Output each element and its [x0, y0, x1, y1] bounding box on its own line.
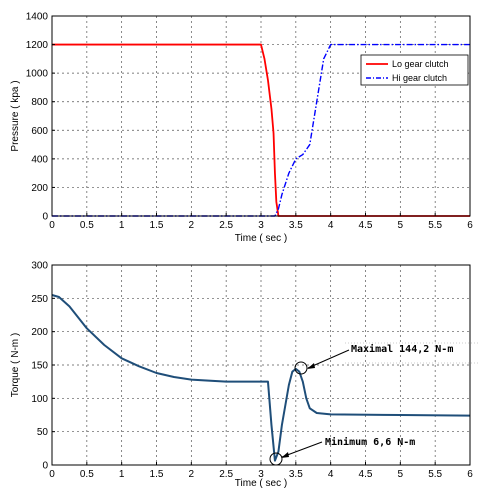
pressure-ytick-label: 800 [31, 97, 48, 108]
pressure-xlabel: Time ( sec ) [235, 233, 287, 244]
legend-label-hi-gear: Hi gear clutch [392, 73, 447, 83]
min-marker-circle [269, 452, 283, 466]
torque-xtick-label: 1.5 [150, 469, 164, 480]
torque-ytick-label: 50 [37, 427, 49, 438]
torque-xtick-label: 4 [328, 469, 334, 480]
torque-ytick-label: 300 [31, 261, 48, 272]
torque-xlabel: Time ( sec ) [235, 478, 287, 489]
pressure-xtick-label: 5.5 [428, 220, 442, 231]
pressure-chart: 0 0.5 1 1.5 2 2.5 3 3.5 4 4.5 5 5.5 6 0 200 400 600 800 10… [10, 12, 473, 245]
torque-ytick-label: 100 [31, 394, 48, 405]
torque-xtick-label: 5 [398, 469, 404, 480]
torque-ylabel: Torque ( N-m ) [10, 333, 21, 397]
max-arrowhead [307, 363, 315, 369]
min-arrow [281, 441, 323, 458]
torque-xtick-label: 2 [189, 469, 195, 480]
torque-xtick-label: 3.5 [289, 469, 303, 480]
pressure-ytick-label: 200 [31, 183, 48, 194]
torque-series-line-0 [51, 294, 471, 462]
torque-ytick-label: 200 [31, 327, 48, 338]
min-arrowhead [281, 452, 289, 458]
legend-label-lo-gear: Lo gear clutch [392, 59, 449, 69]
min-annotation: Minimum 6,6 N-m [325, 436, 415, 448]
max-marker-circle [294, 361, 308, 375]
pressure-xtick-label: 2 [189, 220, 195, 231]
pressure-ytick-label: 1400 [26, 12, 49, 23]
pressure-ylabel: Pressure ( kpa ) [10, 80, 21, 151]
torque-ytick-label: 250 [31, 294, 48, 305]
torque-xtick-label: 0 [49, 469, 55, 480]
torque-xtick-label: 1 [119, 469, 125, 480]
max-arrow [307, 349, 350, 369]
pressure-xtick-label: 6 [467, 220, 473, 231]
pressure-ytick-label: 400 [31, 154, 48, 165]
pressure-xtick-label: 3.5 [289, 220, 303, 231]
pressure-xtick-label: 3 [258, 220, 264, 231]
pressure-series-line-1 [52, 43, 470, 217]
pressure-xtick-label: 4.5 [359, 220, 373, 231]
pressure-ytick-label: 0 [42, 212, 48, 223]
torque-xtick-label: 4.5 [359, 469, 373, 480]
torque-xtick-label: 2.5 [219, 469, 233, 480]
pressure-xtick-label: 4 [328, 220, 334, 231]
torque-xtick-label: 3 [258, 469, 264, 480]
pressure-xtick-label: 5 [398, 220, 404, 231]
pressure-ytick-label: 1000 [26, 69, 49, 80]
pressure-xtick-label: 1 [119, 220, 125, 231]
pressure-xtick-label: 0.5 [80, 220, 94, 231]
pressure-ytick-label: 1200 [26, 40, 49, 51]
torque-ytick-label: 0 [42, 461, 48, 472]
torque-xtick-label: 5.5 [428, 469, 442, 480]
torque-ytick-label: 150 [31, 361, 48, 372]
max-annotation: Maximal 144,2 N-m [351, 343, 453, 355]
pressure-xtick-label: 2.5 [219, 220, 233, 231]
torque-xtick-label: 0.5 [80, 469, 94, 480]
pressure-xtick-label: 0 [49, 220, 55, 231]
torque-annotations: Maximal 144,2 N-m Minimum 6,6 N-m [269, 342, 480, 466]
pressure-legend: Lo gear clutch Hi gear clutch [360, 54, 469, 86]
torque-chart: 0 0.5 1 1.5 2 2.5 3 3.5 4 4.5 5 5.5 6 0 50 100 150 200 250… [10, 261, 480, 489]
pressure-ytick-label: 600 [31, 126, 48, 137]
pressure-xtick-label: 1.5 [150, 220, 164, 231]
torque-xtick-label: 6 [467, 469, 473, 480]
